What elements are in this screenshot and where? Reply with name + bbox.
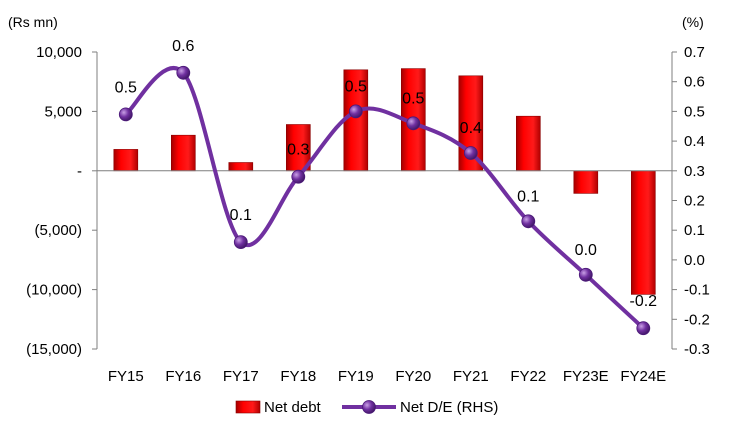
- net-de-data-label: 0.5: [115, 79, 137, 96]
- right-tick-label: -0.2: [684, 311, 710, 328]
- legend-net-de-label: Net D/E (RHS): [400, 399, 498, 416]
- category-label: FY24E: [620, 368, 666, 385]
- net-de-marker-fy23e: [578, 267, 593, 282]
- right-tick-label: 0.6: [684, 74, 705, 91]
- category-label: FY20: [395, 368, 431, 385]
- right-tick-label: 0.4: [684, 133, 705, 150]
- category-label: FY16: [165, 368, 201, 385]
- net-debt-bar-fy18: [285, 124, 311, 172]
- net-debt-bar-fy15: [113, 149, 139, 172]
- net-de-data-label: 0.5: [345, 78, 367, 95]
- net-debt-bar-fy22: [515, 115, 541, 172]
- net-de-marker-fy19: [348, 104, 363, 119]
- right-tick-label: 0.0: [684, 252, 705, 269]
- net-de-marker-fy21: [463, 146, 478, 160]
- chart-axes: 10,000 5,000 - (5,000) (10,000) (15,000) 0.7 0.…: [8, 14, 710, 385]
- net-de-marker-fy22: [521, 214, 536, 229]
- right-tick-label: 0.7: [684, 44, 705, 61]
- net-de-data-label: 0.3: [287, 142, 309, 159]
- net-de-line: [118, 65, 651, 336]
- net-de-data-label: 0.0: [575, 242, 597, 259]
- net-debt-bar-fy24e: [630, 170, 656, 295]
- left-tick-label: (5,000): [34, 222, 82, 239]
- net-de-marker-fy16: [176, 65, 191, 80]
- category-label: FY19: [338, 368, 374, 385]
- right-tick-label: 0.5: [684, 103, 705, 120]
- net-de-marker-fy15: [118, 107, 133, 122]
- data-labels: 0.5 0.6 0.1 0.3 0.5 0.5 0.4 0.1 0.0 -0.2: [115, 38, 658, 310]
- left-tick-label: 10,000: [36, 44, 82, 61]
- net-de-marker-fy20: [406, 116, 421, 131]
- net-debt-bar-fy17: [228, 162, 254, 172]
- left-tick-label: -: [77, 163, 82, 180]
- legend-net-de-marker: [362, 400, 376, 414]
- right-tick-label: 0.1: [684, 222, 705, 239]
- net-de-data-label: -0.2: [630, 293, 658, 310]
- left-axis-unit-label: (Rs mn): [8, 14, 58, 30]
- right-tick-label: 0.2: [684, 193, 705, 210]
- net-de-marker-fy24e: [636, 321, 651, 336]
- net-de-marker-fy18: [291, 169, 306, 184]
- left-tick-label: 5,000: [44, 103, 82, 120]
- net-de-data-label: 0.1: [517, 188, 539, 205]
- legend-net-debt-label: Net debt: [264, 399, 322, 416]
- net-de-series-line: [123, 66, 646, 331]
- left-tick-label: (10,000): [26, 282, 82, 299]
- category-label: FY15: [108, 368, 144, 385]
- right-tick-label: -0.3: [684, 341, 710, 358]
- right-tick-label: -0.1: [684, 282, 710, 299]
- net-de-marker-fy17: [233, 235, 248, 250]
- category-label: FY17: [223, 368, 259, 385]
- net-de-data-label: 0.5: [402, 90, 424, 107]
- category-label: FY23E: [563, 368, 609, 385]
- chart-legend: Net debt Net D/E (RHS): [235, 399, 498, 416]
- net-debt-bar-fy16: [171, 134, 196, 172]
- category-label: FY21: [453, 368, 489, 385]
- left-tick-label: (15,000): [26, 341, 82, 358]
- legend-net-debt-swatch: [235, 400, 261, 414]
- category-label: FY22: [510, 368, 546, 385]
- right-tick-label: 0.3: [684, 163, 705, 180]
- net-de-data-label: 0.6: [172, 38, 194, 55]
- right-axis-unit-label: (%): [682, 14, 704, 30]
- net-debt-bars: [113, 68, 656, 295]
- net-de-data-label: 0.4: [460, 120, 482, 137]
- category-label: FY18: [280, 368, 316, 385]
- net-debt-bar-fy23e: [573, 170, 599, 194]
- net-de-data-label: 0.1: [230, 207, 252, 224]
